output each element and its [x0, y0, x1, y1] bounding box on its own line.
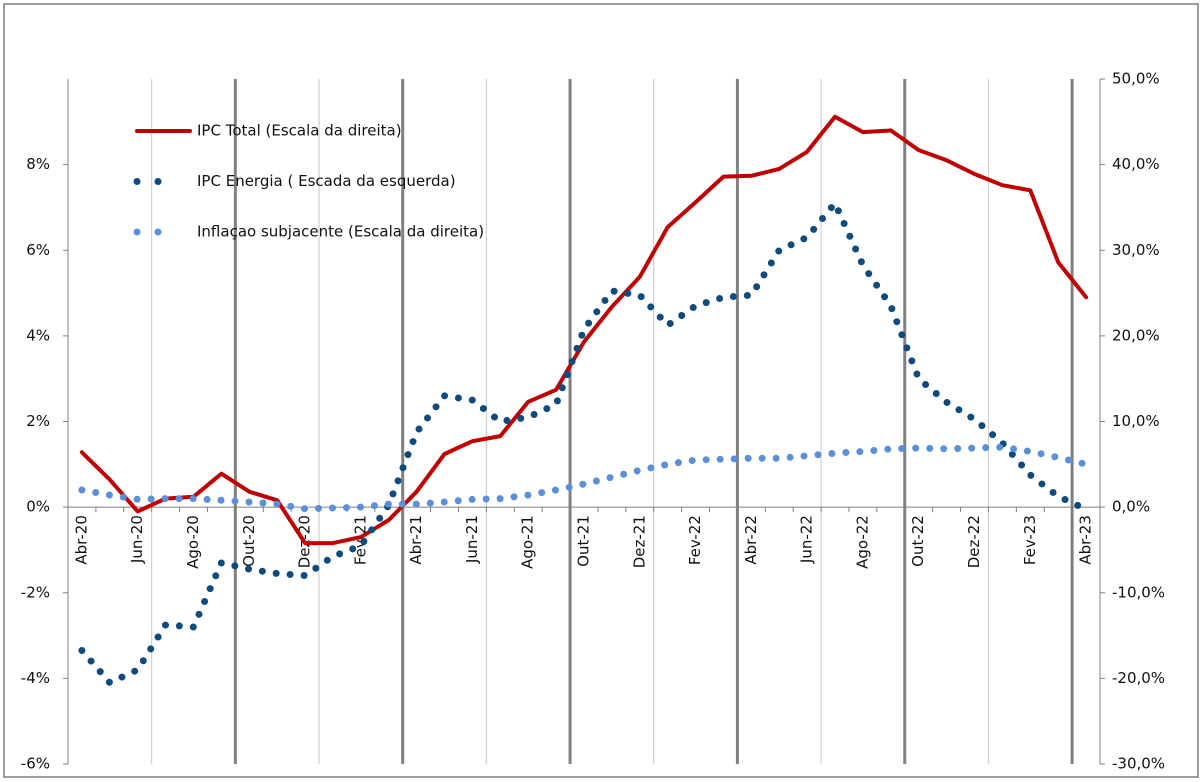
y2-tick-label: -30,0% — [1112, 755, 1165, 773]
y-tick-label: 6% — [26, 241, 50, 259]
legend-label: IPC Total (Escala da direita) — [197, 122, 402, 140]
y2-tick-label: 40,0% — [1112, 155, 1160, 173]
x-tick-label: Jun-20 — [128, 515, 146, 564]
x-tick-label: Out-22 — [909, 515, 927, 567]
series-line — [79, 114, 1089, 546]
x-tick-label: Abr-22 — [742, 515, 760, 565]
y-tick-label: 2% — [26, 412, 50, 430]
x-tick-label: Abr-21 — [407, 515, 425, 565]
y2-tick-label: 20,0% — [1112, 326, 1160, 344]
y2-tick-label: 0,0% — [1112, 498, 1150, 516]
x-tick-label: Ago-22 — [853, 515, 871, 569]
x-tick-label: Fev-22 — [686, 515, 704, 565]
x-tick-label: Abr-20 — [72, 515, 90, 565]
series-line — [78, 443, 1090, 513]
x-tick-label: Jun-22 — [798, 515, 816, 564]
y-tick-label: -2% — [21, 583, 50, 601]
y2-tick-label: 10,0% — [1112, 412, 1160, 430]
x-tick-label: Out-21 — [575, 515, 593, 567]
y2-tick-label: 30,0% — [1112, 241, 1160, 259]
y-tick-label: -4% — [21, 669, 50, 687]
x-tick-label: Out-20 — [240, 515, 258, 567]
series-line — [78, 199, 1090, 687]
x-tick-label: Dez-21 — [630, 515, 648, 568]
y2-tick-label: -20,0% — [1112, 669, 1165, 687]
y-tick-label: 8% — [26, 155, 50, 173]
legend-label: Inflaçao subjacente (Escala da direita) — [197, 223, 484, 241]
x-tick-label: Ago-21 — [519, 515, 537, 569]
legend-label: IPC Energia ( Escada da esquerda) — [197, 172, 456, 190]
y-tick-label: -6% — [21, 755, 50, 773]
y-tick-label: 4% — [26, 326, 50, 344]
chart-frame — [3, 3, 1199, 778]
x-tick-label: Abr-23 — [1077, 515, 1095, 565]
y-tick-label: 0% — [26, 498, 50, 516]
x-tick-label: Fev-23 — [1021, 515, 1039, 565]
x-tick-label: Ago-20 — [184, 515, 202, 569]
x-tick-label: Fev-21 — [351, 515, 369, 565]
y2-tick-label: -10,0% — [1112, 583, 1165, 601]
y2-tick-label: 50,0% — [1112, 70, 1160, 88]
x-tick-label: Dez-22 — [965, 515, 983, 568]
x-tick-label: Jun-21 — [463, 515, 481, 564]
